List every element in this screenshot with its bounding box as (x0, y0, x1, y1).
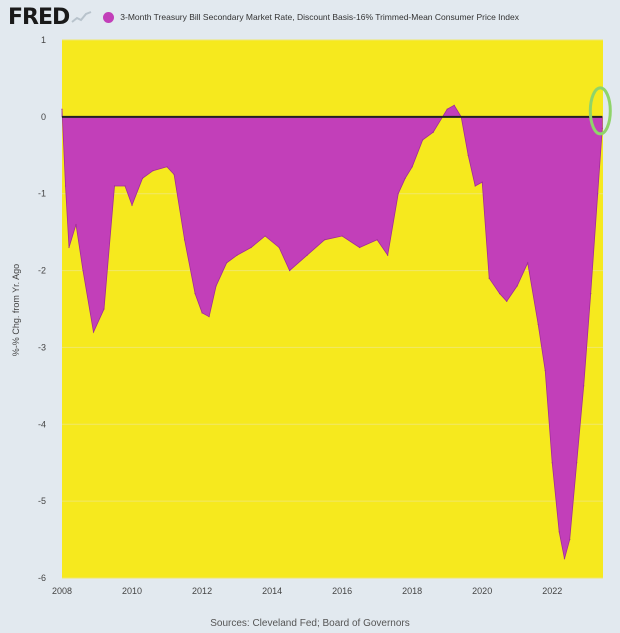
annotation-circle (588, 86, 612, 136)
data-point (289, 269, 291, 272)
data-point (75, 223, 77, 226)
data-point (194, 293, 196, 295)
y-tick-label: -4 (38, 419, 46, 429)
data-point (61, 108, 63, 110)
data-point (215, 285, 217, 287)
data-point (236, 254, 238, 256)
y-tick-label: -3 (38, 342, 46, 352)
data-point (113, 185, 116, 187)
x-tick-label: 2022 (542, 586, 562, 596)
y-tick-label: 0 (41, 112, 46, 122)
data-point (576, 462, 578, 464)
data-point (446, 108, 448, 110)
fred-chart-logo-icon (71, 11, 92, 23)
data-point (152, 170, 154, 172)
data-point (201, 312, 203, 314)
data-point (141, 177, 144, 179)
data-point (544, 369, 546, 372)
data-point (474, 185, 476, 187)
data-point (422, 139, 424, 141)
data-point (488, 277, 490, 279)
x-tick-label: 2010 (122, 586, 142, 596)
data-point (551, 462, 553, 464)
data-point (558, 531, 560, 533)
data-point (82, 269, 84, 272)
x-tick-label: 2020 (472, 586, 492, 596)
series-points (61, 104, 603, 560)
data-point (537, 323, 539, 325)
legend-swatch (103, 11, 115, 23)
y-tick-label: -6 (38, 573, 46, 583)
data-point (166, 166, 168, 168)
data-point (341, 235, 343, 237)
data-point (250, 246, 252, 249)
data-point (583, 385, 585, 387)
data-point (499, 293, 501, 295)
data-point (225, 262, 228, 264)
data-point (432, 131, 434, 133)
data-point (103, 308, 105, 310)
data-point (173, 173, 175, 176)
data-point (68, 246, 70, 249)
chart-header: FRED 3-Month Treasury Bill Secondary Mar… (8, 4, 519, 30)
data-point (597, 193, 599, 195)
x-tick-label: 2018 (402, 586, 422, 596)
y-tick-label: 1 (41, 35, 46, 45)
data-point (376, 239, 378, 241)
source-note: Sources: Cleveland Fed; Board of Governo… (210, 618, 410, 629)
data-point (124, 185, 126, 187)
x-tick-label: 2014 (262, 586, 282, 596)
x-tick-label: 2016 (332, 586, 352, 596)
data-point (411, 166, 413, 168)
data-point (397, 193, 399, 195)
data-point (208, 316, 210, 318)
y-tick-label: -1 (38, 189, 46, 199)
data-point (183, 239, 186, 241)
data-point (324, 239, 326, 241)
data-point (590, 293, 592, 295)
data-point (516, 285, 518, 287)
x-tick-label: 2012 (192, 586, 212, 596)
data-point (527, 262, 529, 264)
data-point (563, 558, 566, 560)
y-tick-label: -5 (38, 496, 46, 506)
data-point (359, 246, 361, 249)
data-point (404, 177, 406, 179)
data-point (306, 254, 308, 256)
legend-label: 3-Month Treasury Bill Secondary Market R… (120, 12, 519, 22)
x-tick-label: 2008 (52, 586, 72, 596)
data-point (278, 246, 280, 249)
x-axis-ticks: 2008 2010 2012 2014 2016 2018 2020 2022 (52, 586, 562, 596)
y-axis-label: %-% Chg. from Yr. Ago (11, 264, 21, 356)
data-point (467, 154, 469, 156)
data-point (92, 331, 95, 333)
data-point (601, 127, 603, 129)
y-tick-label: -2 (38, 266, 46, 276)
data-point (506, 300, 508, 302)
data-point (387, 254, 389, 256)
data-point (569, 538, 571, 541)
data-point (131, 204, 133, 206)
data-point (481, 181, 483, 183)
data-point (264, 235, 266, 237)
data-point (453, 104, 455, 106)
data-point (64, 185, 67, 187)
fred-logo: FRED (8, 4, 70, 30)
y-axis-ticks: 1 0 -1 -2 -3 -4 -5 -6 (38, 35, 46, 583)
